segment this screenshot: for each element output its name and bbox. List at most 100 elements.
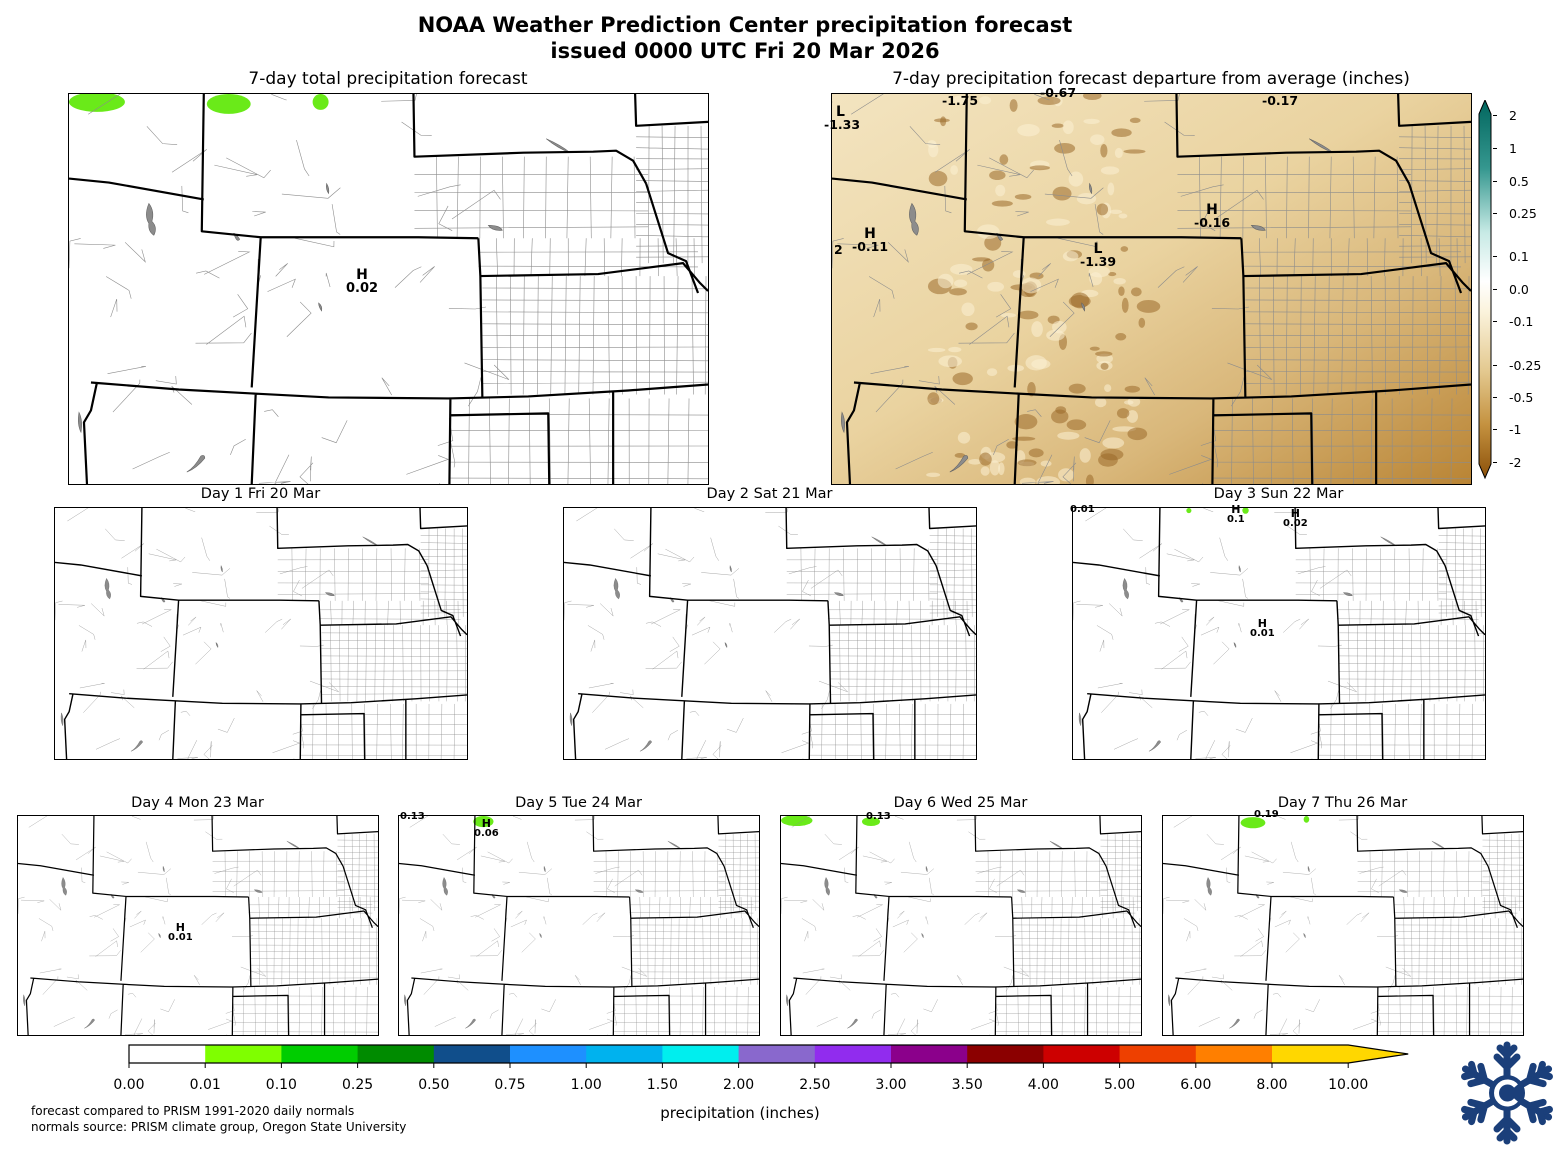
day3-marker-4: H 0.01 <box>1250 618 1275 639</box>
day4-map <box>17 815 379 1036</box>
departure-colorbar-tick: -0.5 <box>1493 390 1533 405</box>
marker-value: -1.75 <box>942 93 979 108</box>
departure-panel-title: 7-day precipitation forecast departure f… <box>892 69 1410 89</box>
marker-value: 0.01 <box>1070 505 1095 515</box>
day5-marker-1: 0.13 <box>400 812 425 822</box>
departure-colorbar-tick: 1 <box>1493 141 1517 156</box>
departure-colorbar-tick: 2 <box>1493 108 1517 123</box>
marker-value: 0.01 <box>168 932 193 943</box>
footnote-line1: forecast compared to PRISM 1991-2020 dai… <box>31 1104 355 1118</box>
dep-marker-2: -0.67 <box>1040 85 1076 98</box>
precip-colorbar-segment <box>1195 1045 1273 1063</box>
day1-title: Day 1 Fri 20 Mar <box>200 486 321 502</box>
marker-value: -0.67 <box>1040 85 1077 98</box>
marker-symbol: H <box>1231 503 1241 516</box>
marker-value: 0.19 <box>1254 810 1279 820</box>
day2-map <box>563 507 977 760</box>
total-panel-title: 7-day total precipitation forecast <box>248 69 528 89</box>
precip-colorbar-segment <box>1119 1045 1197 1063</box>
precip-colorbar-label: precipitation (inches) <box>660 1104 820 1122</box>
precip-colorbar-tick: 0.75 <box>494 1077 526 1093</box>
precip-colorbar-tick: 2.50 <box>799 1077 831 1093</box>
day5-title: Day 5 Tue 24 Mar <box>515 795 642 811</box>
day7-map <box>1162 815 1524 1036</box>
marker-value: -1.33 <box>824 117 861 132</box>
precip-colorbar-segment <box>586 1045 663 1063</box>
marker-value: -0.11 <box>852 239 889 254</box>
departure-colorbar-tick: 0.1 <box>1493 249 1529 264</box>
day3-title: Day 3 Sun 22 Mar <box>1213 486 1344 502</box>
marker-value: 0.1 <box>1227 514 1245 525</box>
day3-marker-1: 0.01 <box>1070 505 1095 517</box>
day6-title: Day 6 Wed 25 Mar <box>893 795 1028 811</box>
precip-colorbar-segment <box>967 1045 1044 1063</box>
departure-colorbar-tick: -2 <box>1493 455 1521 470</box>
marker-symbol: H <box>1206 202 1218 218</box>
day3-map <box>1072 507 1486 760</box>
precip-colorbar-tick: 3.50 <box>951 1077 983 1093</box>
marker-value: 0.02 <box>346 281 379 296</box>
precip-colorbar-tick: 0.10 <box>265 1077 297 1093</box>
marker-symbol: H <box>1290 507 1300 520</box>
precip-colorbar-tick: 0.25 <box>342 1077 374 1093</box>
precip-colorbar-tick: 0.50 <box>418 1077 450 1093</box>
precip-colorbar-segment <box>281 1045 359 1063</box>
day7-title: Day 7 Thu 26 Mar <box>1277 795 1408 811</box>
issued-subtitle: issued 0000 UTC Fri 20 Mar 2026 <box>550 39 940 63</box>
marker-value: 0.13 <box>866 812 891 822</box>
precip-colorbar-tick: 0.01 <box>189 1077 221 1093</box>
dep-marker-edge: 2 <box>834 242 843 257</box>
day4-title: Day 4 Mon 23 Mar <box>131 795 264 811</box>
departure-colorbar-tick: -0.1 <box>1493 314 1533 329</box>
precip-colorbar-segment <box>891 1045 968 1063</box>
precip-colorbar-segment <box>1272 1045 1409 1063</box>
day2-title: Day 2 Sat 21 Mar <box>706 486 833 502</box>
day5-map <box>398 815 760 1036</box>
departure-colorbar-tick: 0.0 <box>1493 282 1529 297</box>
departure-colorbar-tick: -0.25 <box>1493 358 1541 373</box>
marker-symbol: L <box>836 104 845 120</box>
precip-colorbar-tick: 8.00 <box>1256 1077 1288 1093</box>
precip-colorbar-segment <box>662 1045 740 1063</box>
departure-colorbar-tick: 0.25 <box>1493 206 1537 221</box>
precip-colorbar-segment <box>814 1045 892 1063</box>
marker-symbol: H <box>356 267 368 283</box>
day6-map <box>780 815 1142 1036</box>
precip-colorbar-tick: 2.00 <box>723 1077 755 1093</box>
marker-value: 0.02 <box>1283 518 1308 529</box>
total-high-marker: H 0.02 <box>346 268 378 295</box>
day5-marker-2: H 0.06 <box>474 818 499 839</box>
precip-colorbar-segment <box>1043 1045 1121 1063</box>
departure-colorbar-tick: -1 <box>1493 422 1521 437</box>
marker-symbol: H <box>864 226 876 242</box>
precip-colorbar-tick: 10.00 <box>1328 1077 1369 1093</box>
marker-value: 0.13 <box>400 812 425 822</box>
dep-high-marker-utah: H -0.11 <box>852 227 888 254</box>
precip-colorbar-segment <box>510 1045 587 1063</box>
precip-colorbar-tick: 1.00 <box>570 1077 602 1093</box>
precip-colorbar-tick: 6.00 <box>1180 1077 1212 1093</box>
marker-value: 2 <box>834 242 843 257</box>
departure-colorbar-tick: 0.5 <box>1493 174 1529 189</box>
marker-value: -1.39 <box>1080 254 1117 269</box>
marker-value: -0.16 <box>1194 215 1231 230</box>
day4-marker-1: H 0.01 <box>168 922 193 943</box>
marker-value: 0.06 <box>474 828 499 839</box>
precip-colorbar-tick: 5.00 <box>1104 1077 1136 1093</box>
dep-low-marker-west: L -1.33 <box>824 105 860 132</box>
precip-colorbar <box>120 1040 1430 1085</box>
snowflake-logo-icon <box>1455 1040 1559 1146</box>
precip-colorbar-tick: 4.00 <box>1027 1077 1059 1093</box>
main-title: NOAA Weather Prediction Center precipita… <box>417 13 1073 37</box>
marker-value: 0.01 <box>1250 628 1275 639</box>
total-precip-map <box>68 93 709 485</box>
dep-high-marker-nebraska: H -0.16 <box>1194 203 1230 230</box>
day6-marker-1: 0.13 <box>866 812 891 822</box>
dep-marker-3: -0.17 <box>1262 94 1298 108</box>
precip-colorbar-segment <box>129 1045 206 1063</box>
precip-colorbar-segment <box>433 1045 511 1063</box>
precip-colorbar-segment <box>738 1045 816 1063</box>
day1-map <box>54 507 468 760</box>
precip-colorbar-tick: 1.50 <box>646 1077 678 1093</box>
precip-colorbar-tick: 3.00 <box>875 1077 907 1093</box>
